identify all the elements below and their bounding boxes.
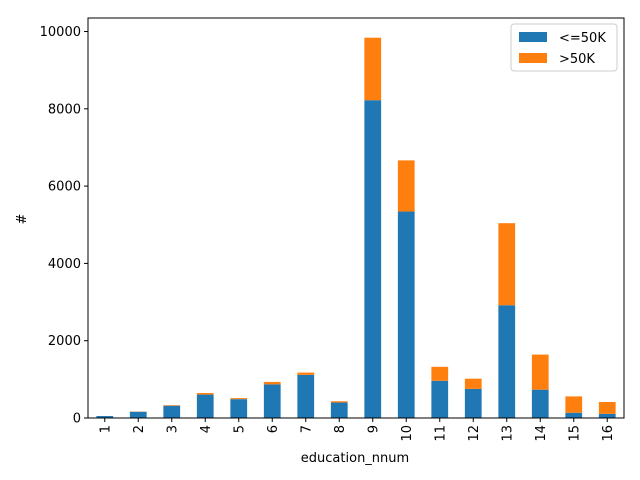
x-tick-label: 12 (467, 425, 482, 442)
x-tick-label: 10 (400, 425, 415, 442)
y-tick-label: 10000 (40, 25, 81, 40)
bar-le50k-8 (330, 402, 348, 418)
x-tick-label: 5 (232, 425, 247, 433)
x-tick-label: 1 (98, 425, 113, 433)
legend: <=50K >50K (510, 23, 618, 72)
y-tick-label: 8000 (48, 102, 81, 117)
bar-le50k-15 (565, 412, 583, 418)
y-tick-label: 0 (73, 412, 81, 427)
bar-le50k-12 (464, 388, 482, 418)
bar-le50k-11 (431, 380, 449, 418)
bar-le50k-14 (531, 389, 549, 418)
legend-swatch-gt50k (519, 53, 547, 63)
bar-le50k-13 (498, 305, 516, 418)
bar-le50k-4 (196, 394, 214, 418)
bar-le50k-10 (397, 211, 415, 418)
x-tick-label: 16 (601, 425, 616, 442)
bar-le50k-3 (163, 405, 181, 418)
bar-gt50k-16 (598, 402, 616, 414)
x-tick-label: 8 (333, 425, 348, 433)
x-tick-label: 13 (500, 425, 515, 442)
bar-gt50k-7 (297, 372, 315, 375)
x-tick-label: 3 (165, 425, 180, 433)
bar-gt50k-6 (263, 381, 281, 385)
x-tick-label: 11 (433, 425, 448, 442)
bar-gt50k-8 (330, 401, 348, 403)
bar-gt50k-13 (498, 223, 516, 306)
x-tick-label: 9 (366, 425, 381, 433)
bar-gt50k-10 (397, 160, 415, 212)
x-tick-label: 14 (534, 425, 549, 442)
x-axis-label: education_nnum (301, 451, 409, 466)
y-tick-label: 6000 (48, 180, 81, 195)
bar-le50k-6 (263, 384, 281, 418)
y-tick-label: 4000 (48, 257, 81, 272)
bar-le50k-5 (230, 399, 248, 418)
x-tick-label: 15 (567, 425, 582, 442)
bar-gt50k-15 (565, 396, 583, 413)
bar-gt50k-9 (364, 37, 382, 101)
x-tick-label: 7 (299, 425, 314, 433)
bar-le50k-2 (129, 411, 147, 418)
plot-frame (87, 17, 625, 419)
x-tick-label: 6 (266, 425, 281, 433)
bar-gt50k-3 (163, 405, 181, 406)
bar-le50k-7 (297, 374, 315, 418)
y-tick-label: 2000 (48, 334, 81, 349)
legend-label-le50k: <=50K (559, 31, 606, 46)
y-axis-label: # (15, 214, 30, 225)
bar-gt50k-11 (431, 366, 449, 381)
bar-gt50k-4 (196, 393, 214, 395)
legend-swatch-le50k (519, 32, 547, 42)
x-tick-label: 2 (132, 425, 147, 433)
legend-label-gt50k: >50K (559, 52, 595, 67)
bar-le50k-1 (96, 416, 114, 418)
bar-le50k-16 (598, 413, 616, 418)
bar-gt50k-12 (464, 378, 482, 389)
x-tick-label: 4 (199, 425, 214, 433)
bar-le50k-9 (364, 100, 382, 419)
bar-gt50k-5 (230, 398, 248, 400)
bar-gt50k-14 (531, 354, 549, 390)
bars-layer (96, 37, 616, 419)
